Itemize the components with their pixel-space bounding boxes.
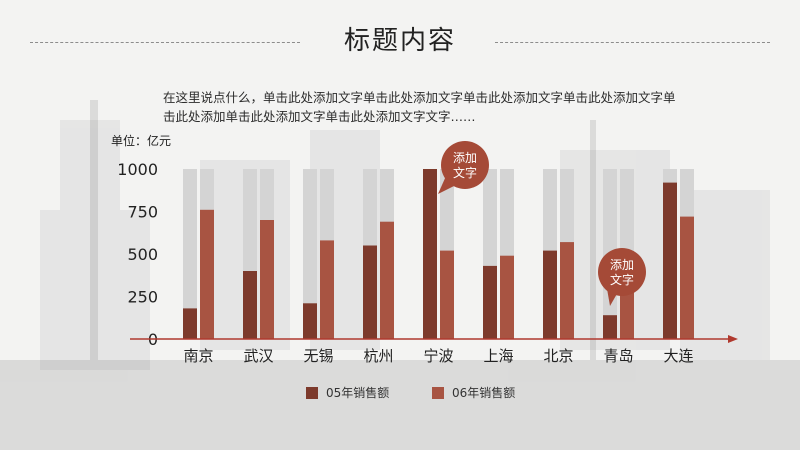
bar-宁波-s0 <box>423 169 437 339</box>
x-tick-label-无锡: 无锡 <box>303 347 333 365</box>
bar-北京-s0 <box>543 250 557 339</box>
bar-南京-s0 <box>183 308 197 339</box>
legend-item-05: 05年销售额 <box>306 384 389 401</box>
y-tick-label-500: 500 <box>127 245 158 264</box>
x-tick-label-北京: 北京 <box>543 347 573 365</box>
bar-南京-s1 <box>200 209 214 339</box>
chart-legend: 05年销售额 06年销售额 <box>0 384 800 404</box>
title-divider-right <box>495 42 770 43</box>
bar-大连-s0 <box>663 182 677 339</box>
x-tick-label-大连: 大连 <box>663 347 693 365</box>
y-unit-label: 单位：亿元 <box>111 134 172 148</box>
page-title[interactable]: 标题内容 <box>343 26 456 56</box>
callout-bubble-1 <box>441 141 489 189</box>
callout-text-1-line-1: 添加 <box>453 151 477 165</box>
bar-大连-s1 <box>680 216 694 339</box>
description-text[interactable]: 在这里说点什么，单击此处添加文字单击此处添加文字单击此处添加文字单击此处添加文字… <box>163 90 676 124</box>
bar-杭州-s0 <box>363 245 377 339</box>
x-tick-label-南京: 南京 <box>183 347 213 365</box>
x-tick-label-上海: 上海 <box>483 347 513 365</box>
bar-青岛-s0 <box>603 315 617 339</box>
legend-label-05: 05年销售额 <box>326 386 390 400</box>
y-tick-label-1000: 1000 <box>117 160 158 179</box>
bar-无锡-s0 <box>303 303 317 339</box>
title-divider-left <box>30 42 300 43</box>
callout-bubble-2 <box>598 248 646 296</box>
legend-item-06: 06年销售额 <box>432 384 515 401</box>
bar-无锡-s1 <box>320 240 334 339</box>
legend-label-06: 06年销售额 <box>452 386 516 400</box>
callout-text-2-line-1: 添加 <box>610 258 634 272</box>
bar-track-无锡-s0 <box>303 169 317 339</box>
bar-宁波-s1 <box>440 250 454 339</box>
x-axis-arrow <box>728 335 738 343</box>
callout-tail-1 <box>438 176 458 194</box>
y-tick-label-250: 250 <box>127 288 158 307</box>
bar-track-南京-s0 <box>183 169 197 339</box>
x-tick-label-杭州: 杭州 <box>363 347 393 365</box>
bar-上海-s1 <box>500 255 514 339</box>
bar-杭州-s1 <box>380 221 394 339</box>
legend-swatch-06 <box>432 386 444 399</box>
x-tick-label-武汉: 武汉 <box>243 347 273 365</box>
bar-武汉-s1 <box>260 220 274 339</box>
x-tick-label-青岛: 青岛 <box>603 347 633 365</box>
x-tick-label-宁波: 宁波 <box>423 347 453 365</box>
callout-text-2-line-2: 文字 <box>610 272 634 287</box>
bar-北京-s1 <box>560 242 574 339</box>
y-tick-label-750: 750 <box>127 203 158 222</box>
legend-swatch-05 <box>306 386 318 399</box>
bar-武汉-s0 <box>243 271 257 339</box>
callout-text-1-line-2: 文字 <box>453 165 477 180</box>
bar-上海-s0 <box>483 265 497 339</box>
